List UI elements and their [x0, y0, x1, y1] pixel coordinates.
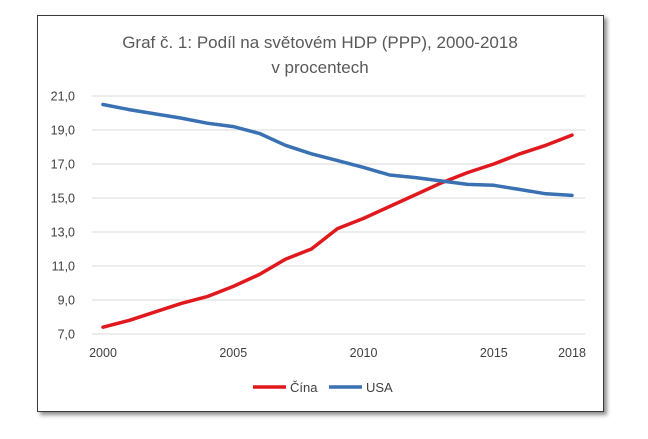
y-tick-label: 7,0	[58, 328, 75, 342]
y-tick-label: 9,0	[58, 294, 75, 308]
series-line-0	[101, 133, 574, 329]
y-tick-label: 15,0	[51, 192, 75, 206]
chart-frame	[37, 15, 604, 412]
y-tick-label: 21,0	[51, 90, 75, 104]
legend-label: USA	[366, 380, 393, 395]
x-tick-label: 2010	[350, 346, 378, 360]
x-axis-tick-labels: 2000 2005 2010 2015 2018	[89, 346, 586, 360]
x-tick-label: 2000	[89, 346, 117, 360]
x-tick-label: 2018	[558, 346, 586, 360]
series-line-1	[101, 102, 574, 198]
y-tick-label: 19,0	[51, 124, 75, 138]
x-tick-label: 2005	[219, 346, 247, 360]
legend: Čína USA	[253, 380, 393, 395]
gridlines	[92, 95, 585, 335]
series-lines	[101, 102, 574, 329]
chart-title-line-1: Graf č. 1: Podíl na světovém HDP (PPP), …	[122, 33, 518, 52]
legend-label: Čína	[290, 380, 318, 395]
x-tick-label: 2015	[480, 346, 508, 360]
chart-title-line-2: v procentech	[271, 58, 368, 77]
y-tick-label: 17,0	[51, 158, 75, 172]
y-tick-label: 11,0	[52, 260, 75, 274]
y-tick-label: 13,0	[51, 226, 75, 240]
y-axis-tick-labels: 7,0 9,0 11,0 13,0 15,0 17,0 19,0 21,0	[51, 90, 75, 342]
